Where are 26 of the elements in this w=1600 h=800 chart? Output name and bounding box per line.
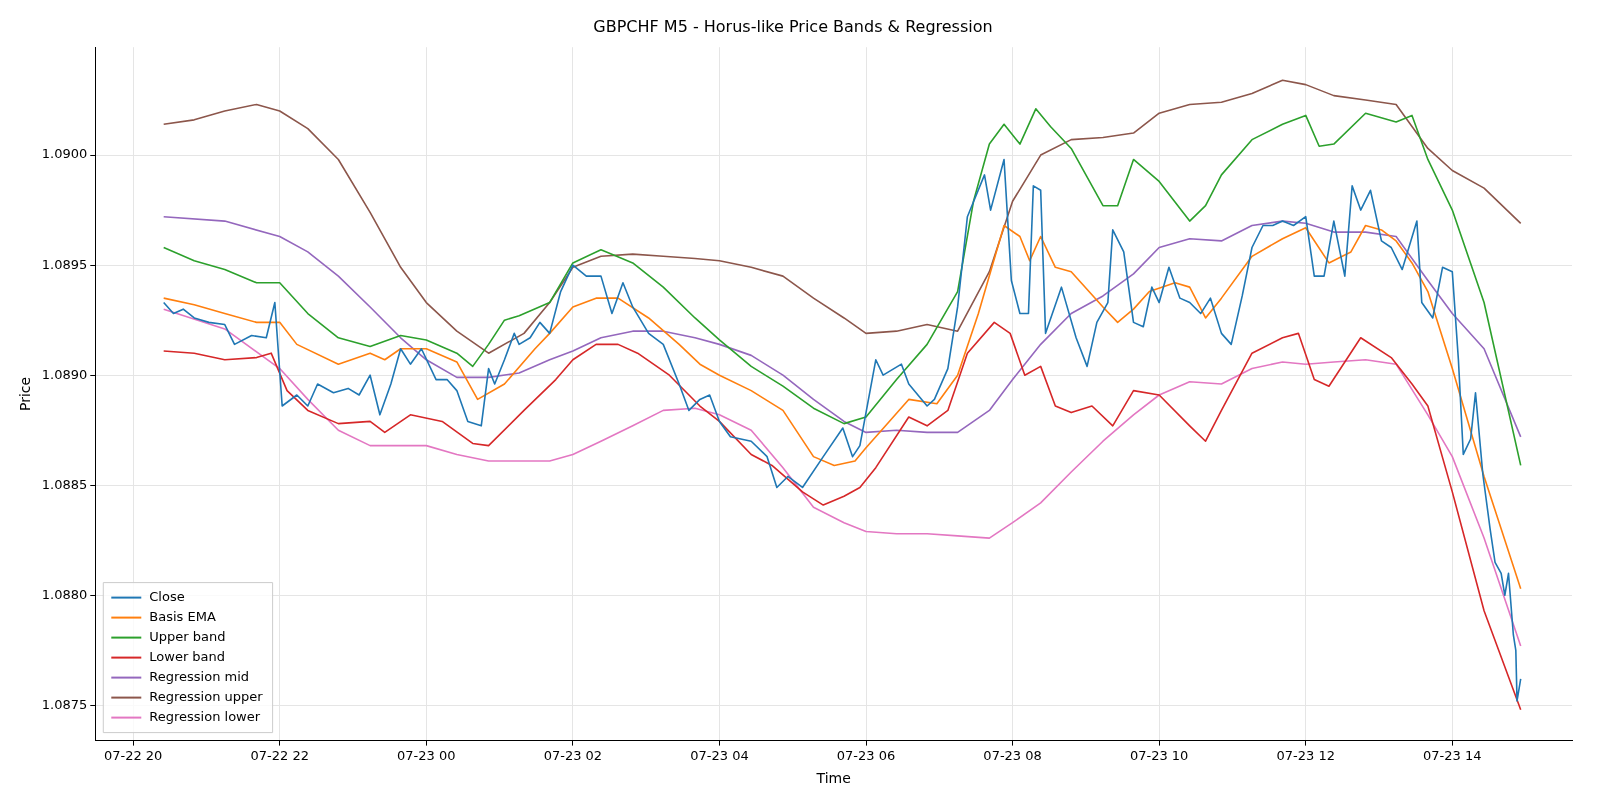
x-tick-label: 07-23 06 — [836, 747, 896, 763]
legend-label: Upper band — [149, 628, 226, 644]
x-tick-label: 07-22 20 — [103, 747, 163, 763]
x-tick-label: 07-23 12 — [1276, 747, 1335, 763]
y-axis-title: Price — [17, 376, 34, 411]
x-tick-label: 07-23 00 — [397, 747, 456, 763]
legend-label: Regression lower — [149, 708, 261, 724]
x-tick-label: 07-23 04 — [690, 747, 749, 763]
legend-label: Regression mid — [149, 668, 250, 684]
y-tick-label: 1.0885 — [41, 476, 88, 492]
legend-label: Lower band — [149, 648, 226, 664]
y-tick-label: 1.0880 — [41, 586, 88, 602]
x-tick-label: 07-23 02 — [543, 747, 603, 763]
y-tick-label: 1.0900 — [41, 146, 88, 162]
chart-title: GBPCHF M5 - Horus-like Price Bands & Regression — [593, 16, 993, 36]
y-tick-label: 1.0875 — [41, 696, 88, 712]
legend-label: Regression upper — [149, 688, 264, 704]
x-tick-label: 07-22 22 — [250, 747, 309, 763]
legend-label: Basis EMA — [149, 608, 216, 624]
legend-label: Close — [149, 588, 185, 604]
y-tick-label: 1.0890 — [41, 366, 88, 382]
x-tick-label: 07-23 14 — [1423, 747, 1482, 763]
x-axis-title: Time — [815, 770, 851, 787]
x-tick-label: 07-23 08 — [983, 747, 1042, 763]
x-tick-label: 07-23 10 — [1129, 747, 1189, 763]
y-tick-label: 1.0895 — [41, 256, 88, 272]
